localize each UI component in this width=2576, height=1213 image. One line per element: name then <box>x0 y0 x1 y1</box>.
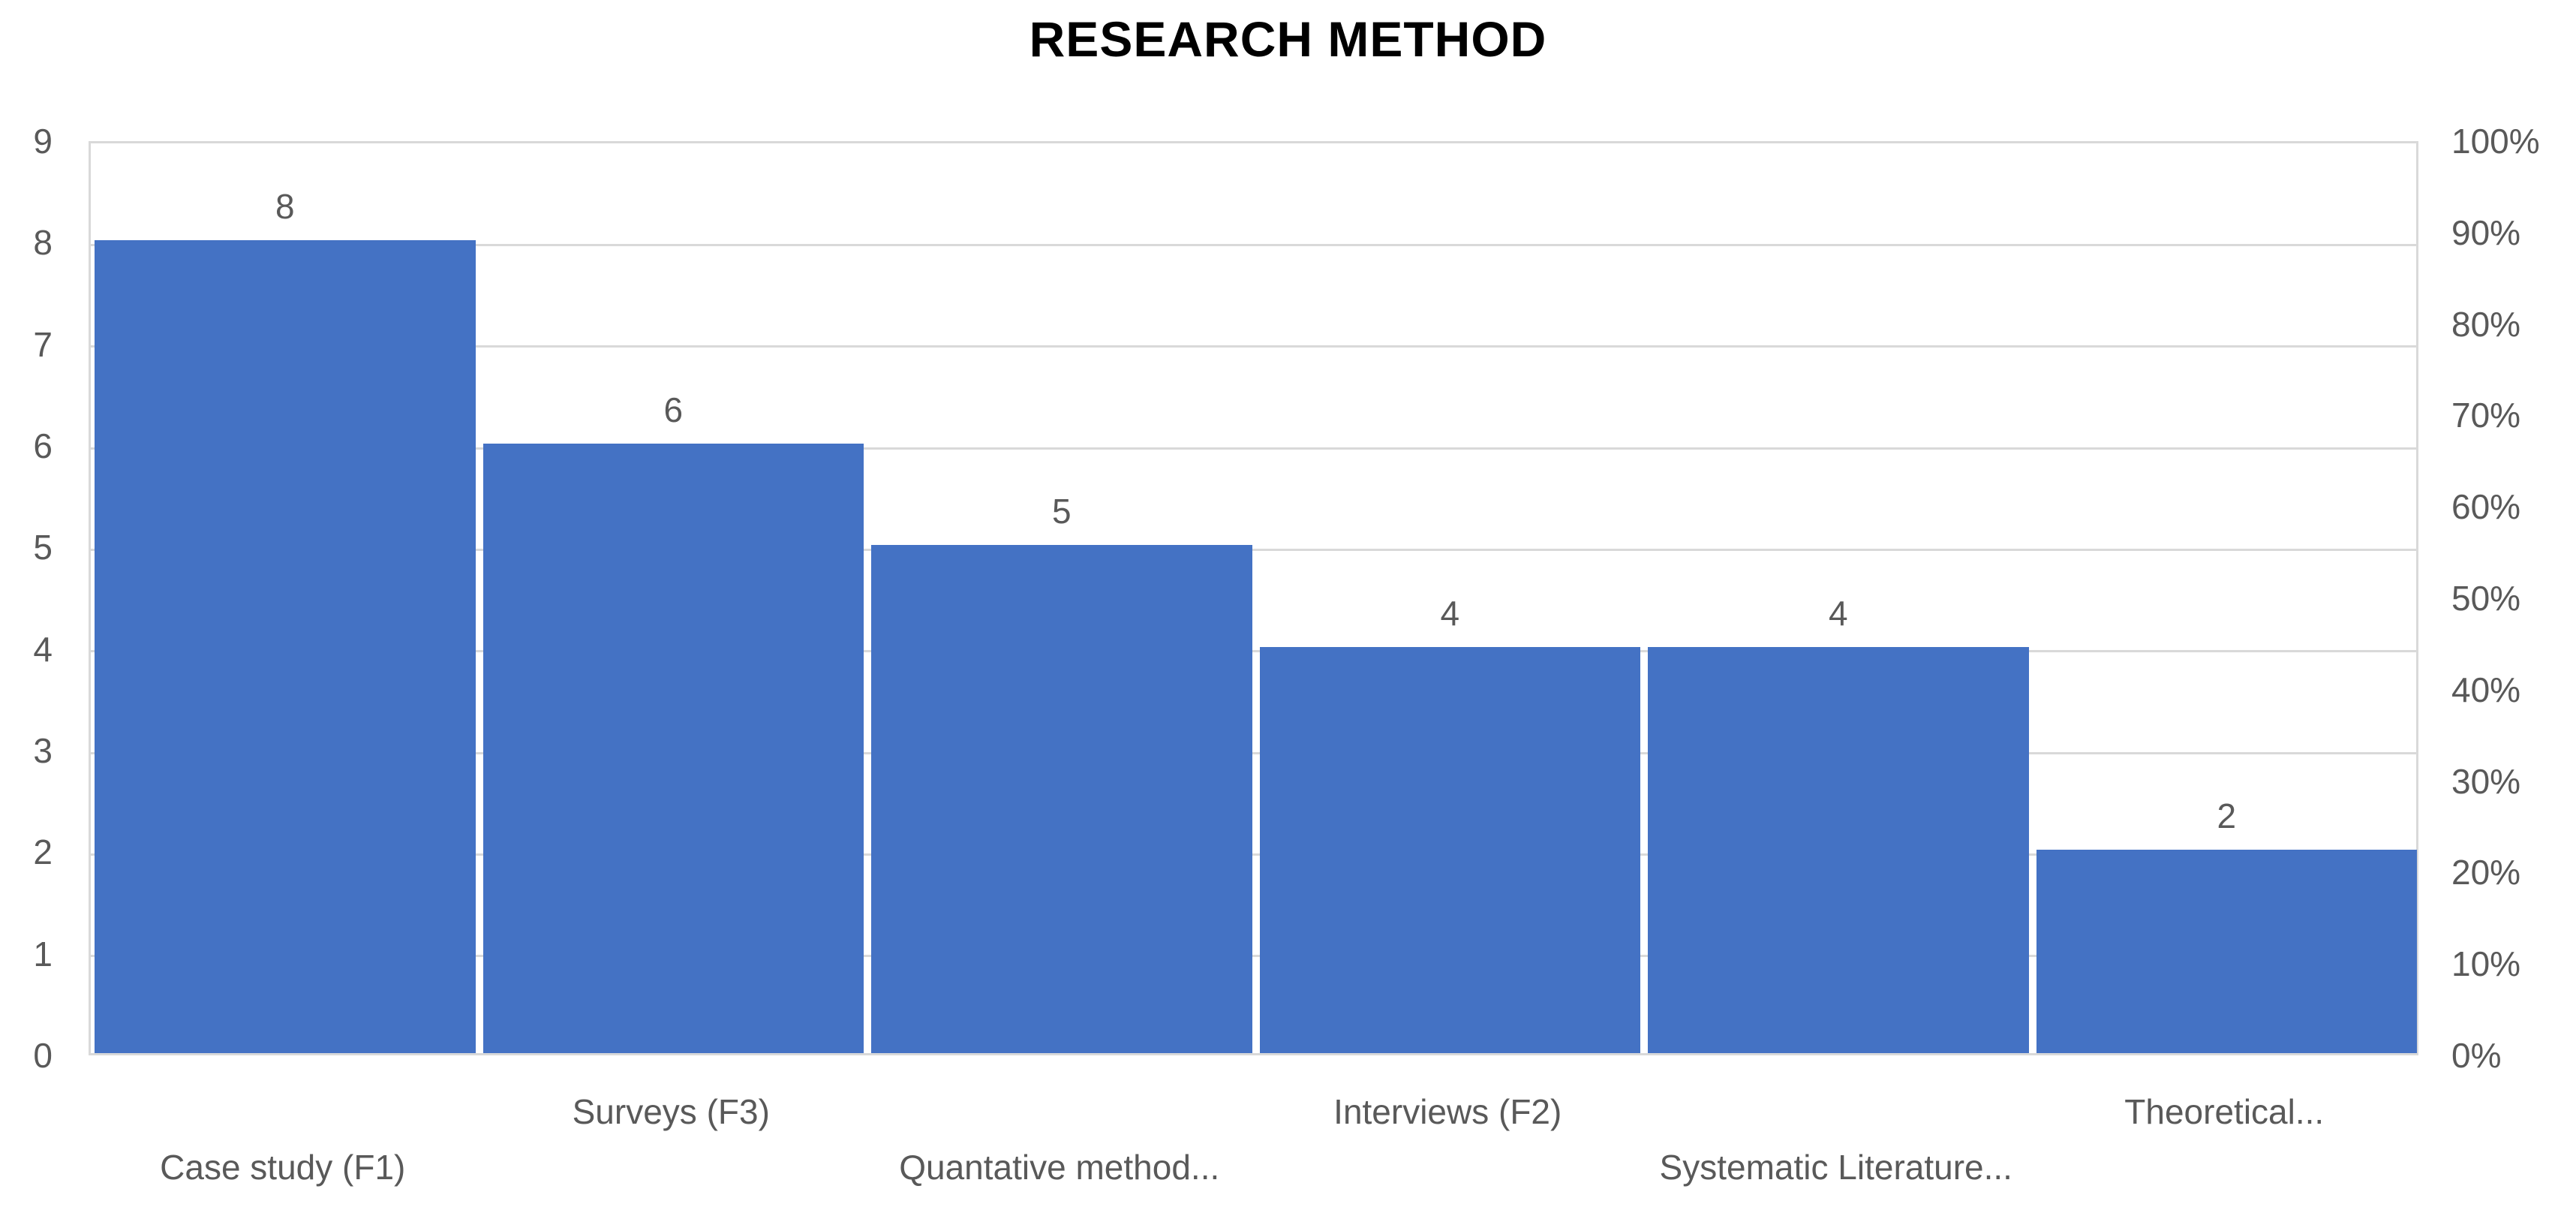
x-category-label: Quantative method... <box>899 1148 1220 1187</box>
x-category-label: Systematic Literature... <box>1659 1148 2012 1187</box>
y-axis-left: 9 8 7 6 5 4 3 2 1 0 <box>0 122 65 1075</box>
y-axis-left-tick: 5 <box>33 528 53 567</box>
y-axis-right-tick: 50% <box>2451 579 2521 618</box>
y-axis-left-tick: 3 <box>33 731 53 770</box>
y-axis-right-tick: 70% <box>2451 396 2521 435</box>
y-axis-left-tick: 7 <box>33 324 53 364</box>
y-axis-left-tick: 0 <box>33 1036 53 1075</box>
bar <box>1259 646 1640 1053</box>
gridline <box>91 447 2416 450</box>
x-axis-labels: Case study (F1) Surveys (F3) Quantative me… <box>89 1055 2418 1213</box>
bar <box>871 545 1252 1053</box>
bar-data-label: 6 <box>663 390 684 429</box>
gridline <box>91 751 2416 754</box>
y-axis-left-tick: 8 <box>33 223 53 263</box>
x-category-label: Surveys (F3) <box>572 1092 770 1131</box>
y-axis-left-tick: 1 <box>33 934 53 974</box>
bar-data-label: 2 <box>2217 796 2237 836</box>
y-axis-right-tick: 40% <box>2451 670 2521 709</box>
bar-data-label: 5 <box>1051 492 1072 531</box>
gridline <box>91 243 2416 246</box>
y-axis-right-tick: 80% <box>2451 304 2521 344</box>
bar <box>1648 646 2029 1053</box>
y-axis-right-tick: 100% <box>2451 122 2540 161</box>
y-axis-left-tick: 9 <box>33 122 53 161</box>
gridline <box>91 548 2416 551</box>
plot-area: 8 6 5 4 4 2 <box>89 141 2418 1055</box>
y-axis-right-tick: 10% <box>2451 944 2521 984</box>
bar <box>482 444 864 1053</box>
y-axis-right: 100% 90% 80% 70% 60% 50% 40% 30% 20% 10% 0% <box>2435 122 2576 1075</box>
y-axis-right-tick: 20% <box>2451 853 2521 892</box>
y-axis-left-tick: 2 <box>33 832 53 872</box>
gridline <box>91 955 2416 958</box>
x-category-label: Theoretical... <box>2124 1092 2325 1131</box>
y-axis-right-tick: 30% <box>2451 761 2521 801</box>
y-axis-right-tick: 0% <box>2451 1036 2502 1075</box>
bar-data-label: 4 <box>1440 593 1460 633</box>
bar <box>95 240 476 1053</box>
x-category-label: Interviews (F2) <box>1333 1092 1562 1131</box>
x-category-label: Case study (F1) <box>160 1148 406 1187</box>
y-axis-left-tick: 4 <box>33 629 53 669</box>
bar <box>2036 850 2417 1053</box>
y-axis-right-tick: 90% <box>2451 212 2521 252</box>
bar-data-label: 8 <box>275 187 295 227</box>
gridline <box>91 345 2416 348</box>
chart-title: RESEARCH METHOD <box>1029 11 1547 67</box>
y-axis-left-tick: 6 <box>33 426 53 465</box>
gridline <box>91 650 2416 653</box>
y-axis-right-tick: 60% <box>2451 487 2521 527</box>
bar-data-label: 4 <box>1828 593 1848 633</box>
gridline <box>91 853 2416 856</box>
